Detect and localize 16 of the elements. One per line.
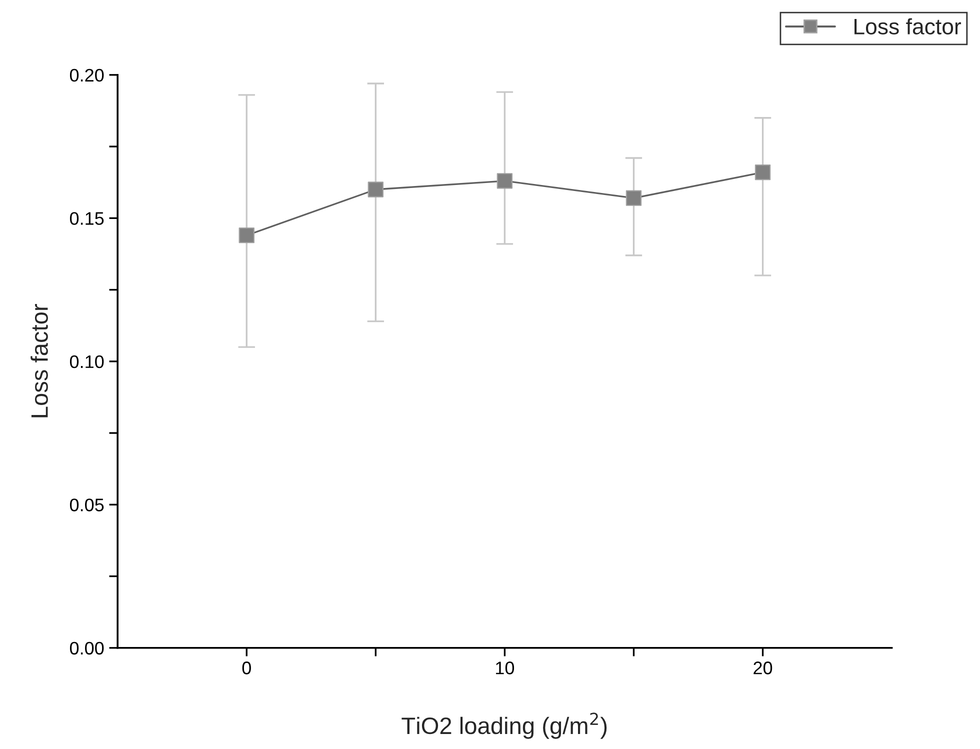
y-axis-title: Loss factor: [30, 304, 48, 418]
point: [238, 228, 254, 244]
point: [626, 190, 642, 206]
legend-label: Loss factor: [854, 18, 962, 34]
point: [754, 164, 771, 180]
y-tick-label: 0.15: [70, 212, 104, 225]
x-tick-label: 10: [496, 662, 514, 674]
x-tick-label: 20: [754, 662, 772, 674]
point: [368, 182, 384, 198]
y-tick-label: 0.05: [70, 498, 104, 512]
y-tick-label: 0.10: [70, 355, 104, 368]
x-tick-label: 0: [242, 662, 251, 674]
point: [496, 173, 513, 189]
y-tick-label: 0.20: [70, 68, 104, 82]
y-tick-label: 0.00: [70, 642, 104, 655]
x-axis-title: TiO2 loading (g/m$^{2}$): [402, 712, 607, 739]
